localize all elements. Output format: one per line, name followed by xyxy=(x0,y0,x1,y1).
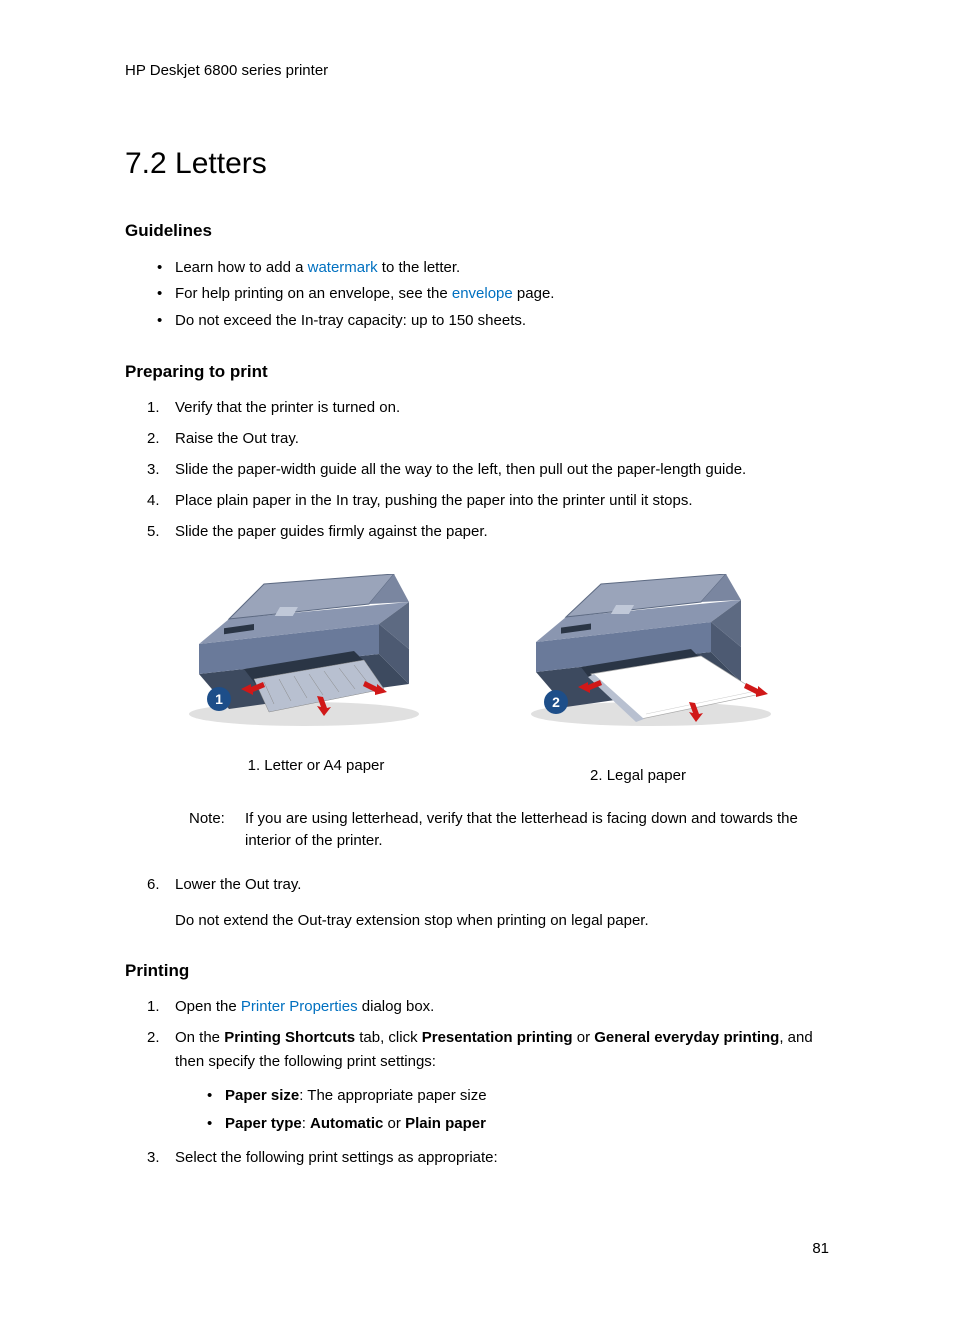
document-header: HP Deskjet 6800 series printer xyxy=(125,62,829,79)
printing-heading: Printing xyxy=(125,961,829,981)
figures-container: 1 xyxy=(155,574,799,739)
text: : The appropriate paper size xyxy=(299,1087,486,1104)
nested-list: Paper size: The appropriate paper size P… xyxy=(207,1082,829,1139)
note-label: Note: xyxy=(189,808,245,853)
preparing-list: 1.Verify that the printer is turned on. … xyxy=(147,396,829,544)
bold-text: Plain paper xyxy=(405,1115,486,1132)
text: For help printing on an envelope, see th… xyxy=(175,285,452,302)
bold-text: General everyday printing xyxy=(594,1029,779,1046)
text: Learn how to add a xyxy=(175,259,308,276)
list-item: For help printing on an envelope, see th… xyxy=(157,281,829,307)
figure-1: 1 xyxy=(155,574,452,739)
text: dialog box. xyxy=(358,998,435,1015)
text: or xyxy=(383,1115,405,1132)
text: Open the xyxy=(175,998,241,1015)
figure-2: 2 xyxy=(502,574,799,739)
list-item: 2. On the Printing Shortcuts tab, click … xyxy=(147,1026,829,1139)
list-item: 3.Select the following print settings as… xyxy=(147,1146,829,1170)
bold-text: Printing Shortcuts xyxy=(224,1029,355,1046)
text: Raise the Out tray. xyxy=(175,430,299,447)
text: Verify that the printer is turned on. xyxy=(175,399,400,416)
bold-text: Automatic xyxy=(310,1115,383,1132)
list-item: Paper type: Automatic or Plain paper xyxy=(207,1110,829,1139)
list-item: 1.Verify that the printer is turned on. xyxy=(147,396,829,420)
text: Select the following print settings as a… xyxy=(175,1149,498,1166)
list-item: 5.Slide the paper guides firmly against … xyxy=(147,520,829,544)
svg-text:2: 2 xyxy=(552,694,560,710)
guidelines-heading: Guidelines xyxy=(125,221,829,241)
printer-diagram-1-icon: 1 xyxy=(169,574,439,734)
list-item: 2.Raise the Out tray. xyxy=(147,427,829,451)
section-title: 7.2 Letters xyxy=(125,147,829,181)
text: Place plain paper in the In tray, pushin… xyxy=(175,492,693,509)
preparing-list-continued: 6. Lower the Out tray. Do not extend the… xyxy=(147,873,829,933)
bold-text: Paper type xyxy=(225,1115,302,1132)
caption-1: 1. Letter or A4 paper xyxy=(155,757,477,784)
bold-text: Presentation printing xyxy=(422,1029,573,1046)
preparing-heading: Preparing to print xyxy=(125,362,829,382)
list-item: 4.Place plain paper in the In tray, push… xyxy=(147,489,829,513)
svg-text:1: 1 xyxy=(215,691,223,707)
text: : xyxy=(302,1115,310,1132)
text: Lower the Out tray. xyxy=(175,876,301,893)
printer-properties-link[interactable]: Printer Properties xyxy=(241,998,358,1015)
text: Slide the paper guides firmly against th… xyxy=(175,523,488,540)
text: Slide the paper-width guide all the way … xyxy=(175,461,746,478)
text: or xyxy=(573,1029,595,1046)
sub-paragraph: Do not extend the Out-tray extension sto… xyxy=(175,909,829,933)
text: page. xyxy=(513,285,555,302)
envelope-link[interactable]: envelope xyxy=(452,285,513,302)
note-text: If you are using letterhead, verify that… xyxy=(245,808,809,853)
text: to the letter. xyxy=(378,259,461,276)
list-item: Learn how to add a watermark to the lett… xyxy=(157,255,829,281)
list-item: 6. Lower the Out tray. Do not extend the… xyxy=(147,873,829,933)
text: tab, click xyxy=(355,1029,422,1046)
note-block: Note: If you are using letterhead, verif… xyxy=(189,808,809,853)
text: On the xyxy=(175,1029,224,1046)
list-item: Do not exceed the In-tray capacity: up t… xyxy=(157,308,829,334)
page-number: 81 xyxy=(125,1240,829,1257)
guidelines-list: Learn how to add a watermark to the lett… xyxy=(157,255,829,334)
list-item: Paper size: The appropriate paper size xyxy=(207,1082,829,1111)
printer-diagram-2-icon: 2 xyxy=(516,574,786,734)
list-item: 1. Open the Printer Properties dialog bo… xyxy=(147,995,829,1019)
list-item: 3.Slide the paper-width guide all the wa… xyxy=(147,458,829,482)
caption-row: 1. Letter or A4 paper 2. Legal paper xyxy=(155,757,799,784)
watermark-link[interactable]: watermark xyxy=(308,259,378,276)
bold-text: Paper size xyxy=(225,1087,299,1104)
printing-list: 1. Open the Printer Properties dialog bo… xyxy=(147,995,829,1170)
caption-2: 2. Legal paper xyxy=(477,757,799,784)
